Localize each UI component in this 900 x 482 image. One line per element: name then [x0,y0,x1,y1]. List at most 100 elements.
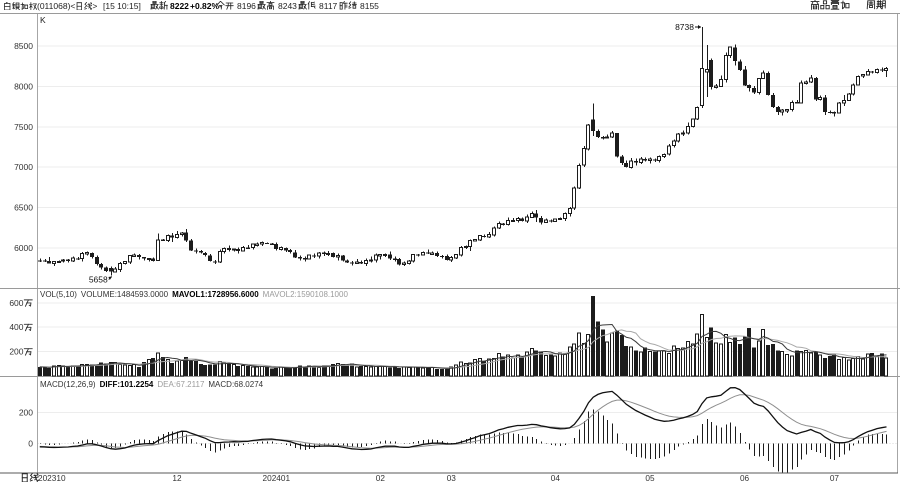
candle-body-down [814,77,818,100]
candle-body-down [534,213,538,218]
volume-bar-down [814,352,818,376]
candle-body-down [90,252,94,257]
candle-body-up [378,254,382,257]
candle-body-down [870,71,874,73]
volume-bar-up [719,343,723,377]
candle-body-down [137,255,141,258]
volume-bar-down [596,321,600,376]
volume-bar-up [639,351,643,377]
candle-body-down [738,61,742,70]
volume-bar-up [232,364,236,377]
y-axis-labels: 8500 8000 7500 7000 6500 6000 600 400 200 200 0 [9,41,33,448]
volume-bar-down [733,337,737,376]
candle-body-up [790,101,794,110]
candle-body-up [714,85,718,88]
candle-body-up [572,187,576,209]
volume-bar-down [591,296,595,376]
volume-bar-up [307,365,311,377]
candle-body-up [374,254,378,261]
volume-bar-up [553,355,557,377]
chart-frame [0,13,900,474]
volume-bar-up [691,343,695,377]
price-tick: 8000 [14,82,33,92]
candle-body-up [85,252,89,255]
candle-body-up [516,217,520,222]
volume-bar-down [227,363,231,376]
volume-bar-down [199,363,203,376]
volume-bar-down [184,357,188,376]
period-label [21,472,39,482]
volume-bar-down [743,336,747,376]
volume-bar-down [194,360,198,376]
candle-body-up [672,140,676,147]
candle-body-down [359,261,363,264]
candle-body-up [478,235,482,241]
period-link[interactable] [866,0,886,13]
volume-bar-up [57,365,61,377]
candle-body-up [407,260,411,264]
candle-body-down [482,235,486,238]
volume-bar-down [99,362,103,376]
volume-bar-up [369,366,373,377]
volume-bar-down [170,363,174,376]
volume-bar-up [128,364,132,377]
candle-body-down [298,257,302,259]
candle-body-down [99,263,103,268]
candle-body-up [761,72,765,80]
overlay-link[interactable] [810,0,850,13]
volume-bar-down [208,364,212,376]
candle-body-down [265,242,269,245]
chart-label: MAVOL1:1728956.6000 [172,290,259,299]
field-change-pct: +0.82% [190,1,220,11]
field-low-value: 8117 [319,1,338,11]
volume-bar-down [359,365,363,376]
volume-bar-up [728,341,732,377]
candle-body-down [620,156,624,164]
gridlines [37,45,898,444]
volume-bar-up [563,353,567,377]
price-tick: 7000 [14,162,33,172]
candle-body-down [199,251,203,253]
price-annotations: 8738 5658 [89,22,701,284]
candle-body-up [884,68,888,72]
volume-bar-down [747,327,751,376]
field-high-value: 8243 [278,1,297,11]
instrument-period: < > [70,1,98,11]
volume-bar-up [842,357,846,377]
volume-bar-down [870,352,874,376]
month-tick: 02 [376,474,386,482]
candle-body-up [128,255,132,263]
volume-bar-up [558,352,562,377]
volume-bar-down [823,357,827,376]
volume-bar-down [109,361,113,376]
candle-body-down [270,243,274,245]
candle-body-up [118,263,122,270]
volume-bar-down [213,364,217,376]
volume-bar-up [695,333,699,377]
candle-body-down [331,253,335,257]
candle-body-up [326,252,330,256]
volume-bar-down [435,369,439,376]
volume-bar-up [166,359,170,377]
candle-body-up [132,254,136,257]
volume-bar-up [71,365,75,377]
volume-bar-down [38,366,42,376]
candle-body-up [544,219,548,223]
volume-bar-up [530,348,534,377]
candle-body-up [369,259,373,262]
chart-label: 200 [9,347,23,357]
candle-body-up [804,81,808,84]
candle-body-up [364,259,368,264]
candle-body-down [208,255,212,262]
candle-body-down [43,260,47,262]
volume-bar-down [142,362,146,376]
candle-body-down [416,254,420,256]
volume-bar-down [634,350,638,376]
volume-bar-up [511,357,515,377]
candle-body-down [539,217,543,223]
volume-bar-up [799,350,803,377]
candle-body-down [38,260,42,262]
volume-bar-up [686,341,690,377]
volume-bar-up [132,364,136,377]
